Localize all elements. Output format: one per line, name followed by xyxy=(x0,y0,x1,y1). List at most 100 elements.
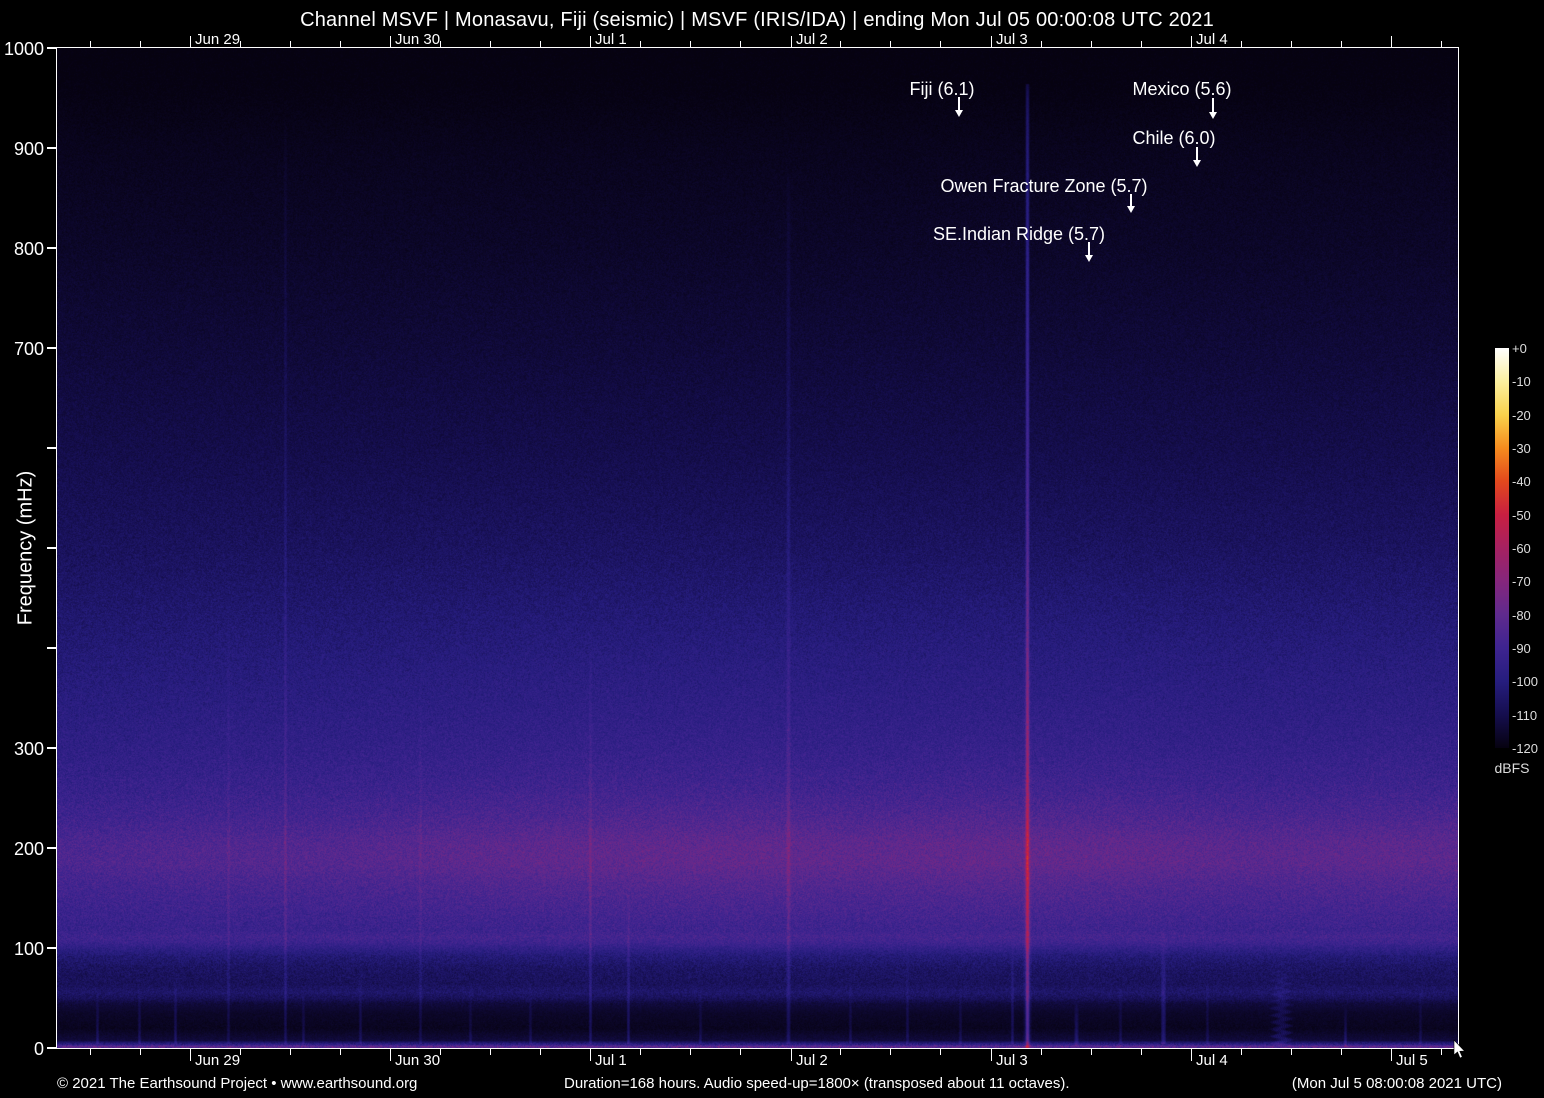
axis-tick xyxy=(1340,1048,1342,1055)
axis-tick xyxy=(490,1048,491,1055)
axis-tick xyxy=(490,41,491,48)
axis-tick xyxy=(1040,1048,1042,1055)
colorbar-tick-label: -20 xyxy=(1512,407,1531,423)
axis-tick xyxy=(439,1048,441,1055)
axis-tick xyxy=(1440,1048,1442,1055)
axis-tick xyxy=(1240,41,1242,48)
axis-tick xyxy=(890,1048,892,1055)
axis-tick xyxy=(47,647,57,649)
colorbar-tick-label: -110 xyxy=(1512,707,1538,723)
x-axis-top-label: Jul 3 xyxy=(996,31,1028,48)
axis-tick xyxy=(289,1048,291,1055)
y-axis-tick-label: 200 xyxy=(13,839,44,859)
event-annotation-label: Mexico (5.6) xyxy=(1132,79,1232,99)
axis-tick xyxy=(1440,41,1442,48)
x-axis-bottom-label: Jun 30 xyxy=(395,1052,441,1069)
axis-tick xyxy=(1190,1048,1192,1061)
colorbar-tick-label: -30 xyxy=(1512,441,1531,456)
axis-tick xyxy=(840,41,842,48)
colorbar-tick-label: +0 xyxy=(1512,341,1527,356)
axis-tick xyxy=(1290,41,1292,48)
axis-tick xyxy=(640,41,642,48)
axis-tick xyxy=(589,36,591,48)
axis-tick xyxy=(47,747,57,749)
axis-tick xyxy=(1340,41,1342,48)
axis-tick xyxy=(589,1048,591,1061)
y-axis-tick-label: 300 xyxy=(13,739,44,759)
colorbar-tick-label: -90 xyxy=(1512,641,1531,656)
event-annotation-label: Owen Fracture Zone (5.7) xyxy=(940,176,1148,196)
axis-tick xyxy=(47,147,57,149)
axis-tick xyxy=(1140,41,1142,48)
axis-tick xyxy=(840,1048,842,1055)
axis-tick xyxy=(1240,1048,1242,1055)
axis-tick xyxy=(1090,1048,1092,1055)
axis-tick xyxy=(1290,1048,1292,1055)
axis-tick xyxy=(389,1048,391,1061)
axis-tick xyxy=(47,347,57,349)
x-axis-bottom-label: Jun 29 xyxy=(195,1052,241,1069)
axis-tick xyxy=(339,1048,341,1055)
axis-tick xyxy=(740,1048,742,1055)
axis-tick xyxy=(47,447,57,449)
x-axis-top-label: Jun 29 xyxy=(195,31,241,48)
x-axis-bottom-label: Jul 4 xyxy=(1196,1052,1228,1069)
axis-tick xyxy=(990,36,992,48)
axis-tick xyxy=(47,547,57,549)
axis-tick xyxy=(690,1048,692,1055)
axis-tick xyxy=(940,1048,942,1055)
y-axis-tick-label: 100 xyxy=(13,939,44,959)
axis-tick xyxy=(740,41,742,48)
axis-tick xyxy=(1140,1048,1142,1055)
axis-tick xyxy=(89,1048,91,1055)
x-axis-bottom-label: Jul 1 xyxy=(595,1052,627,1069)
footer-duration-note: Duration=168 hours. Audio speed-up=1800×… xyxy=(564,1075,1070,1092)
axis-tick xyxy=(189,36,191,48)
axis-tick xyxy=(1090,41,1092,48)
colorbar-tick-label: -120 xyxy=(1512,741,1539,756)
axis-tick xyxy=(940,41,942,48)
colorbar-tick-label: -40 xyxy=(1512,474,1531,490)
colorbar-tick-label: -80 xyxy=(1512,607,1531,623)
axis-tick xyxy=(540,41,542,48)
axis-tick xyxy=(89,41,91,48)
spectrogram-canvas xyxy=(57,48,1458,1048)
y-axis-tick-label: 900 xyxy=(13,139,44,159)
axis-tick xyxy=(439,41,441,48)
x-axis-top-label: Jul 4 xyxy=(1196,31,1228,48)
x-axis-top-label: Jul 1 xyxy=(595,31,627,48)
axis-tick xyxy=(690,41,692,48)
axis-tick xyxy=(189,1048,191,1061)
axis-tick xyxy=(139,1048,141,1055)
axis-tick xyxy=(239,41,241,48)
axis-tick xyxy=(47,247,57,249)
x-axis-bottom-label: Jul 2 xyxy=(796,1052,828,1069)
x-axis-top-label: Jul 2 xyxy=(796,31,828,48)
x-axis-top-label: Jun 30 xyxy=(395,31,441,48)
axis-tick xyxy=(990,1048,992,1061)
axis-tick xyxy=(890,41,892,48)
colorbar-tick-label: -50 xyxy=(1512,507,1531,523)
footer-copyright: © 2021 The Earthsound Project • www.eart… xyxy=(57,1075,418,1092)
colorbar-tick-label: -10 xyxy=(1512,374,1531,390)
footer-render-timestamp: (Mon Jul 5 08:00:08 2021 UTC) xyxy=(1291,1075,1502,1092)
axis-tick xyxy=(47,947,57,949)
axis-tick xyxy=(47,47,57,49)
x-axis-bottom-label: Jul 5 xyxy=(1396,1052,1428,1069)
axis-tick xyxy=(1390,36,1392,48)
axis-tick xyxy=(389,36,391,48)
y-axis-tick-label: 800 xyxy=(13,239,44,259)
axis-tick xyxy=(790,36,792,48)
colorbar-tick-label: -60 xyxy=(1512,541,1531,556)
axis-tick xyxy=(289,41,291,48)
page-title: Channel MSVF | Monasavu, Fiji (seismic) … xyxy=(300,9,1214,31)
x-axis-bottom-label: Jul 3 xyxy=(996,1052,1028,1069)
event-annotation-label: SE.Indian Ridge (5.7) xyxy=(932,224,1106,244)
y-axis-tick-label: 1000 xyxy=(3,39,44,59)
axis-tick xyxy=(790,1048,792,1061)
